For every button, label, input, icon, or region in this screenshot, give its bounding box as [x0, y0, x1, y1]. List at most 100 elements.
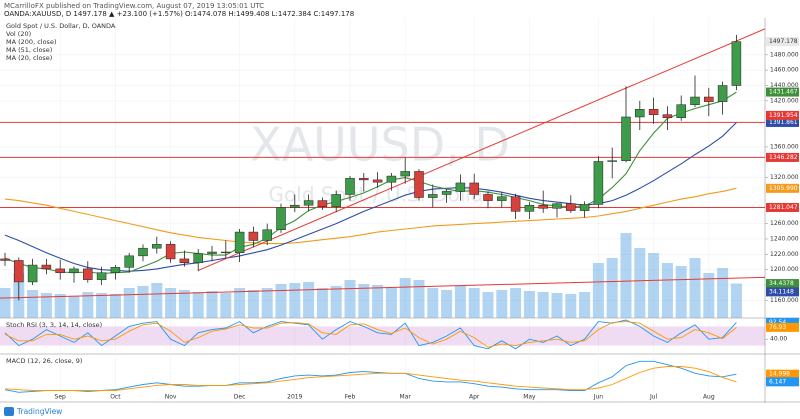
moving-average: [4, 187, 737, 245]
candle-body: [552, 203, 562, 209]
volume-bar: [717, 268, 729, 318]
x-tick-label: Mar: [400, 394, 412, 401]
candle-body: [676, 104, 686, 118]
volume-bar: [579, 292, 591, 318]
footer-brand: TradingView: [16, 407, 62, 416]
candle-body: [386, 175, 397, 183]
volume-bar: [234, 288, 246, 318]
volume-bar: [151, 283, 163, 318]
y-tick-label: 1440.000: [770, 82, 799, 89]
volume-bar: [510, 288, 522, 318]
volume-bar: [482, 292, 494, 318]
candle-body: [179, 258, 190, 264]
volume-bar: [385, 288, 397, 318]
volume-bar: [689, 258, 701, 318]
volume-bar: [454, 286, 466, 318]
candle-body: [96, 272, 107, 280]
value-tag: [766, 287, 799, 297]
moving-average: [4, 122, 737, 272]
volume-bar: [316, 288, 328, 318]
x-tick-label: Oct: [110, 394, 121, 401]
y-tick-label: 1480.000: [770, 51, 799, 58]
candle-body: [359, 178, 369, 181]
volume-bar: [441, 290, 453, 318]
y-tick-label: 1200.000: [770, 266, 799, 273]
candle-body: [138, 247, 148, 257]
y-tick-label: 1320.000: [770, 174, 799, 181]
y-tick-label: 1220.000: [770, 251, 799, 258]
macd-line: [4, 360, 737, 393]
volume-bar: [565, 294, 577, 318]
value-tag: [766, 87, 799, 97]
logo-icon: [4, 407, 14, 416]
candle-body: [276, 207, 286, 231]
y-tick-label: 1240.000: [770, 235, 799, 242]
legend-entry: Gold Spot / U.S. Dollar, D, OANDA: [6, 22, 116, 30]
value-tag-label: 1281.047: [769, 204, 798, 211]
candle-body: [248, 231, 259, 241]
candle-body: [497, 196, 507, 201]
volume-bar: [82, 292, 94, 318]
volume-bar: [427, 288, 439, 318]
volume-bar: [648, 253, 660, 318]
value-tag-label: 92.54: [769, 319, 786, 326]
value-tag: [766, 152, 799, 162]
volume-bar: [551, 293, 563, 318]
value-tag: [766, 317, 799, 327]
candle-body: [579, 204, 590, 211]
legend-entry: MA (200, close): [6, 38, 56, 46]
value-tag: [766, 183, 799, 193]
legend-entry: Vol (20): [6, 30, 31, 38]
candle-body: [83, 268, 93, 280]
x-tick-label: Feb: [345, 394, 356, 401]
volume-bar: [468, 288, 480, 318]
value-tag-label: 1391.954: [769, 112, 798, 119]
volume-bar: [496, 290, 508, 318]
y-tick-label: 1260.000: [770, 220, 799, 227]
y-tick-label: 1360.000: [770, 143, 799, 150]
value-tag-label: 34.4378: [769, 280, 794, 287]
candle-body: [566, 203, 576, 211]
candle-body: [221, 251, 231, 254]
trendline: [198, 28, 766, 271]
candle-body: [731, 41, 742, 86]
candle-body: [234, 231, 245, 254]
volume-bar: [303, 282, 315, 318]
volume-bar: [165, 288, 177, 318]
volume-bar: [730, 283, 742, 318]
candle-body: [345, 178, 355, 195]
volume-bar: [413, 280, 425, 318]
value-tag-label: 6.147: [769, 378, 786, 385]
value-tag-label: 1497.178: [769, 38, 798, 45]
candle-body: [152, 244, 162, 249]
candle-body: [635, 109, 645, 118]
candle-body: [262, 229, 272, 241]
value-tag: [766, 369, 799, 379]
volume-bar: [620, 233, 632, 318]
volume-bar: [592, 263, 604, 318]
value-tag: [766, 377, 799, 387]
candle-body: [69, 268, 79, 273]
candle-body: [400, 171, 410, 177]
candle-body: [14, 260, 24, 283]
volume-bar: [703, 273, 715, 318]
value-tag-label: 1346.282: [769, 154, 798, 161]
candle-body: [27, 264, 38, 283]
volume-bar: [54, 294, 66, 318]
volume-bar: [40, 293, 52, 318]
candle-body: [662, 114, 673, 118]
legend-entry: Stoch RSI (3, 3, 14, 14, close): [6, 321, 102, 329]
stoch-tick-label: 40.00: [770, 336, 787, 343]
y-tick-label: 1160.000: [770, 297, 799, 304]
volume-bar: [220, 293, 232, 318]
value-tag: [766, 322, 799, 332]
volume-bar: [358, 284, 370, 318]
candle-body: [165, 244, 176, 260]
moving-average: [4, 91, 737, 275]
candle-body: [690, 96, 700, 105]
candle-body: [290, 204, 300, 208]
volume-bar: [192, 292, 204, 318]
volume-bar: [0, 288, 11, 318]
